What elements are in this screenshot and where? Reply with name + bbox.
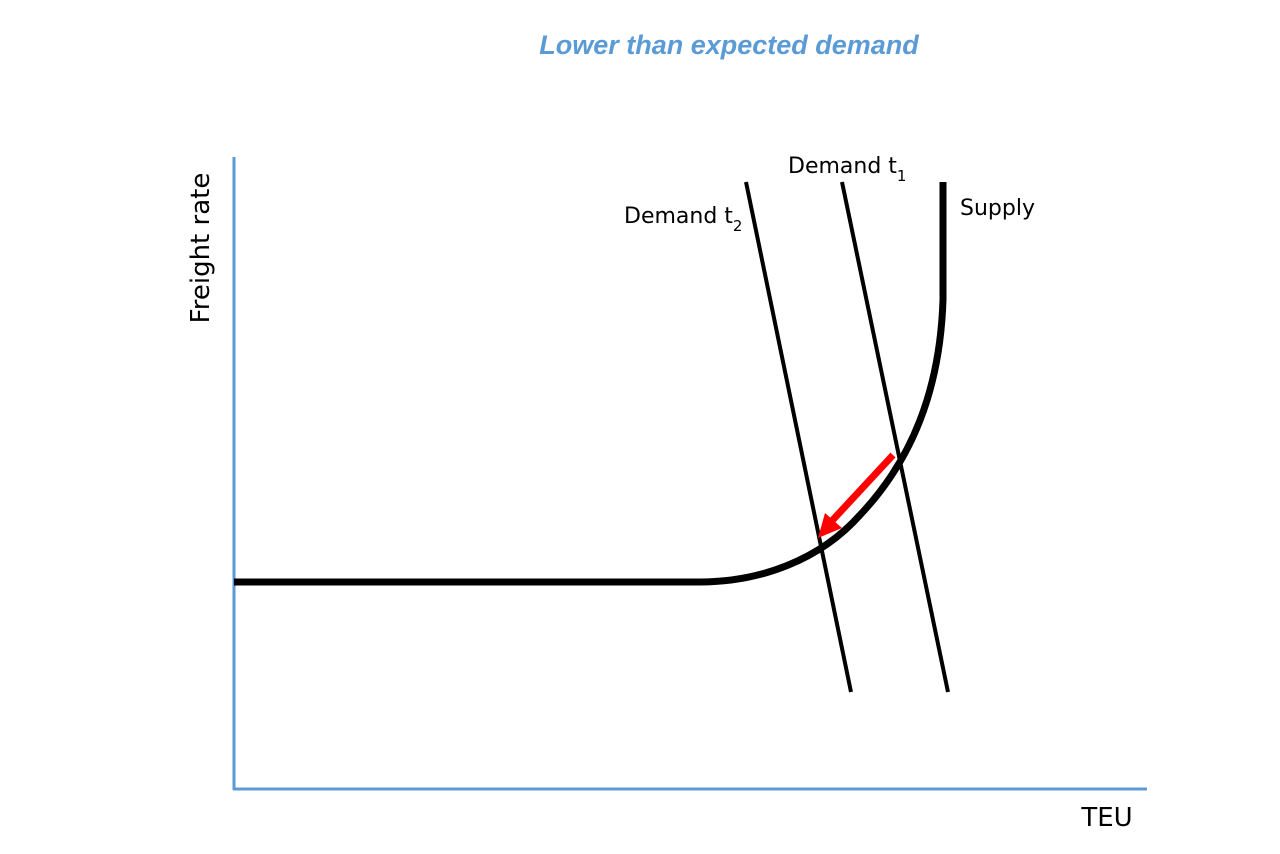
demand-t1-subscript: 1	[897, 167, 907, 185]
demand-shift-arrowhead	[818, 513, 842, 538]
diagram-title: Lower than expected demand	[539, 30, 919, 60]
supply-curve	[234, 182, 947, 586]
demand-t1-label: Demand t1	[788, 154, 906, 185]
demand-t2-label-text: Demand t	[624, 204, 733, 229]
demand-t2-label: Demand t2	[624, 204, 742, 235]
demand-shift-arrow	[826, 452, 896, 527]
supply-label: Supply	[960, 196, 1035, 221]
demand-t1-label-text: Demand t	[788, 154, 897, 179]
demand-t2-curve	[744, 181, 853, 693]
demand-t1-curve	[840, 181, 950, 693]
demand-t2-subscript: 2	[733, 217, 743, 235]
y-axis-label: Freight rate	[186, 173, 216, 324]
x-axis-label: TEU	[1080, 803, 1132, 833]
